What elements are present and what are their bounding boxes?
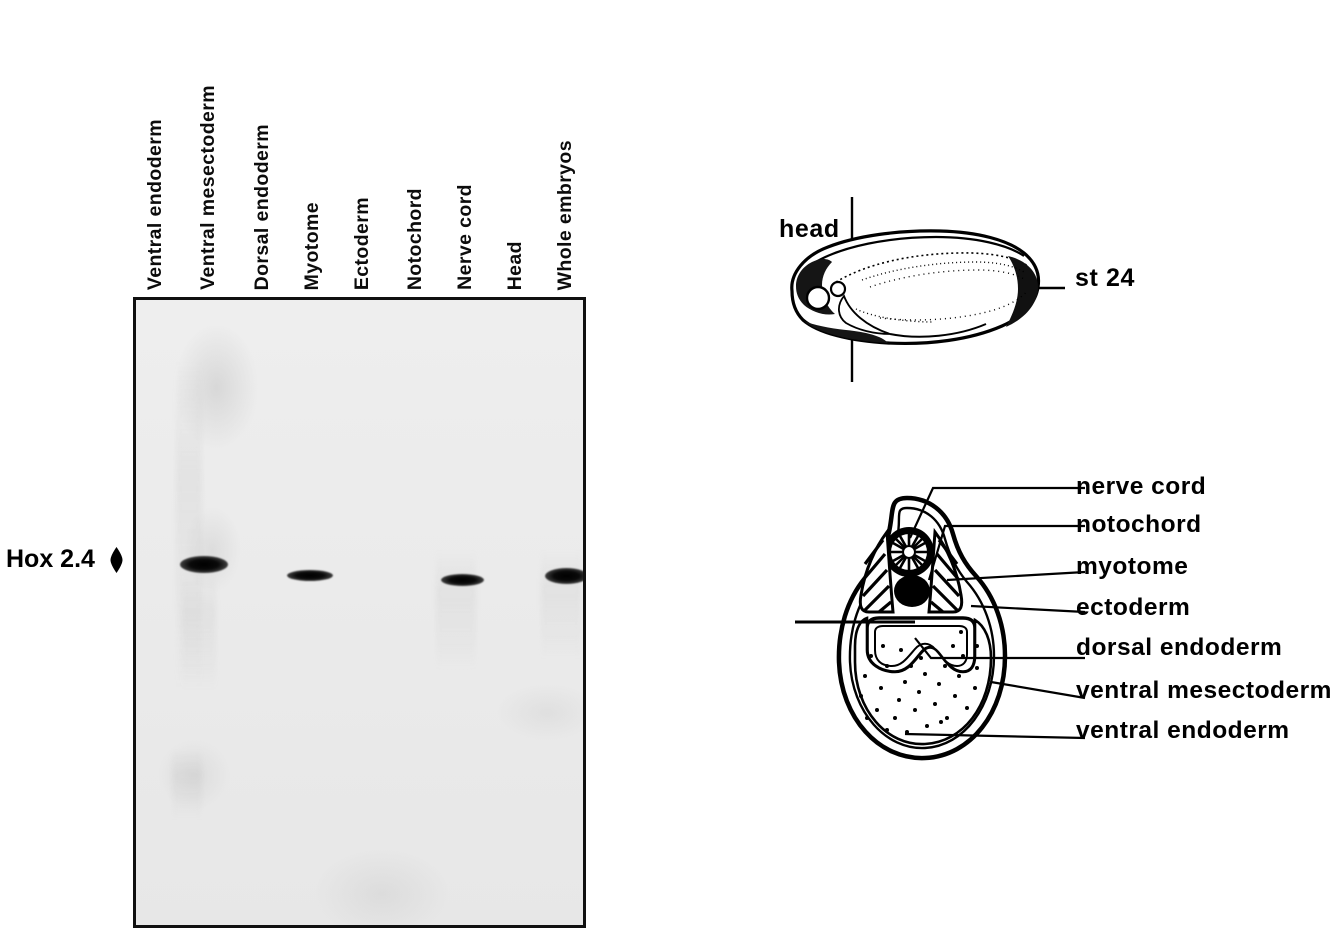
band-lane-7 xyxy=(441,574,484,586)
blot-membrane xyxy=(133,297,586,928)
diagram-panel: head st 24 xyxy=(620,0,1338,938)
lane-smear xyxy=(172,750,202,820)
nerve-cord-structure xyxy=(884,527,934,577)
band-lane-2 xyxy=(180,556,228,573)
section-label-ventral-endoderm: ventral endoderm xyxy=(1076,717,1290,744)
blot-background xyxy=(136,300,583,925)
lane-label-4: Myotome xyxy=(301,201,323,290)
lane-label-8: Head xyxy=(504,240,526,290)
section-label-ectoderm: ectoderm xyxy=(1076,594,1191,621)
lane-label-2: Ventral mesectoderm xyxy=(197,85,219,290)
section-label-notochord: notochord xyxy=(1076,511,1202,538)
section-label-myotome: myotome xyxy=(1076,553,1189,580)
lane-smear xyxy=(436,550,476,670)
transverse-section-diagram xyxy=(795,495,1008,761)
lane-label-9: Whole embryos xyxy=(554,139,576,290)
lane-label-3: Dorsal endoderm xyxy=(251,123,273,290)
lane-label-1: Ventral endoderm xyxy=(144,118,166,290)
lane-smear xyxy=(176,360,202,690)
lane-label-6: Notochord xyxy=(404,187,426,290)
stage-label: st 24 xyxy=(1075,264,1135,292)
probe-label: Hox 2.4 xyxy=(6,545,95,573)
head-label: head xyxy=(779,215,840,243)
blot-panel: Ventral endoderm Ventral mesectoderm Dor… xyxy=(0,0,620,938)
section-label-ventral-mesectoderm: ventral mesectoderm xyxy=(1076,677,1332,704)
lane-smear xyxy=(541,550,581,660)
myotome-left-structure xyxy=(858,527,895,614)
band-lane-4 xyxy=(287,570,333,581)
notochord-structure xyxy=(894,575,930,607)
section-label-dorsal-endoderm: dorsal endoderm xyxy=(1076,634,1283,661)
lane-smear xyxy=(182,570,216,690)
lane-label-5: Ectoderm xyxy=(351,196,373,290)
band-lane-9 xyxy=(545,568,583,584)
label-leader-lines xyxy=(904,486,1086,740)
ventral-endoderm-structure xyxy=(853,616,993,746)
lane-label-7: Nerve cord xyxy=(454,184,476,290)
band-pointer-icon xyxy=(110,547,123,573)
lateral-embryo-diagram xyxy=(790,197,1065,382)
section-label-nerve-cord: nerve cord xyxy=(1076,473,1207,500)
